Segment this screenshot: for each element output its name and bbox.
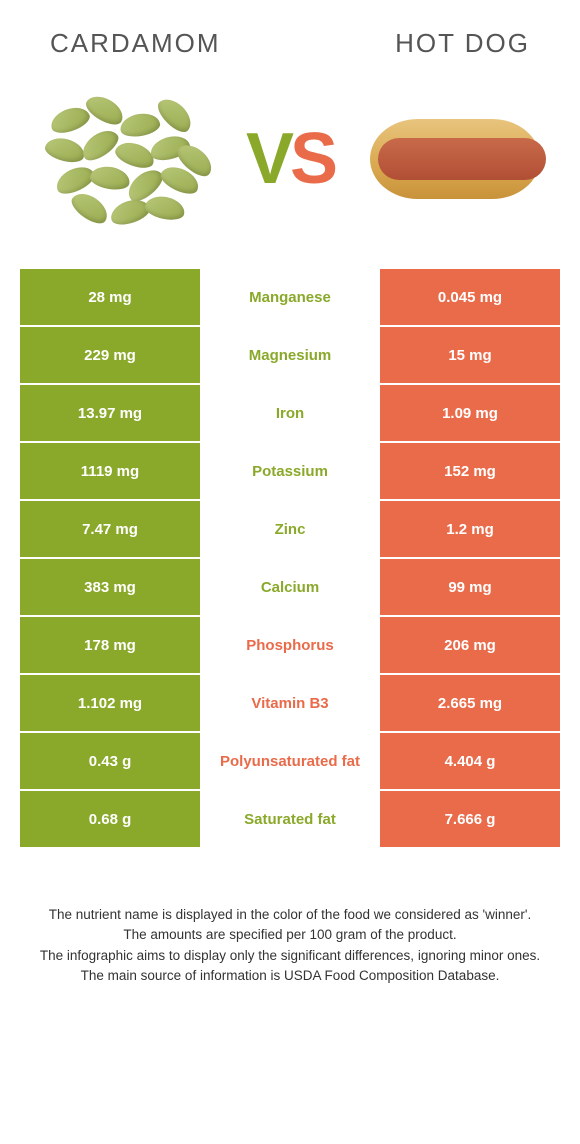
footer-line: The nutrient name is displayed in the co…	[30, 905, 550, 925]
nutrient-row: 13.97 mgIron1.09 mg	[20, 385, 560, 441]
nutrient-row: 178 mgPhosphorus206 mg	[20, 617, 560, 673]
footer-line: The amounts are specified per 100 gram o…	[30, 925, 550, 945]
value-left: 7.47 mg	[20, 501, 200, 557]
value-right: 15 mg	[380, 327, 560, 383]
nutrient-label: Potassium	[200, 443, 380, 499]
nutrient-table: 28 mgManganese0.045 mg229 mgMagnesium15 …	[0, 269, 580, 849]
value-left: 178 mg	[20, 617, 200, 673]
vs-label: VS	[246, 118, 334, 200]
nutrient-row: 28 mgManganese0.045 mg	[20, 269, 560, 325]
value-left: 1.102 mg	[20, 675, 200, 731]
value-right: 99 mg	[380, 559, 560, 615]
nutrient-row: 7.47 mgZinc1.2 mg	[20, 501, 560, 557]
value-left: 28 mg	[20, 269, 200, 325]
nutrient-row: 1119 mgPotassium152 mg	[20, 443, 560, 499]
nutrient-row: 0.43 gPolyunsaturated fat4.404 g	[20, 733, 560, 789]
footer-line: The infographic aims to display only the…	[30, 946, 550, 966]
header: CARDAMOM HOT DOG	[0, 0, 580, 69]
vs-s: S	[290, 119, 334, 199]
value-right: 152 mg	[380, 443, 560, 499]
value-left: 0.68 g	[20, 791, 200, 847]
value-left: 229 mg	[20, 327, 200, 383]
value-left: 383 mg	[20, 559, 200, 615]
nutrient-label: Vitamin B3	[200, 675, 380, 731]
nutrient-label: Phosphorus	[200, 617, 380, 673]
value-right: 206 mg	[380, 617, 560, 673]
image-hotdog	[370, 79, 540, 239]
nutrient-label: Zinc	[200, 501, 380, 557]
footer: The nutrient name is displayed in the co…	[0, 849, 580, 986]
value-right: 1.2 mg	[380, 501, 560, 557]
nutrient-row: 383 mgCalcium99 mg	[20, 559, 560, 615]
nutrient-label: Manganese	[200, 269, 380, 325]
value-left: 13.97 mg	[20, 385, 200, 441]
title-left: CARDAMOM	[50, 28, 221, 59]
vs-v: V	[246, 119, 290, 199]
nutrient-row: 0.68 gSaturated fat7.666 g	[20, 791, 560, 847]
value-right: 1.09 mg	[380, 385, 560, 441]
title-right: HOT DOG	[395, 28, 530, 59]
nutrient-row: 229 mgMagnesium15 mg	[20, 327, 560, 383]
value-right: 2.665 mg	[380, 675, 560, 731]
nutrient-label: Saturated fat	[200, 791, 380, 847]
nutrient-label: Magnesium	[200, 327, 380, 383]
value-left: 0.43 g	[20, 733, 200, 789]
value-left: 1119 mg	[20, 443, 200, 499]
value-right: 7.666 g	[380, 791, 560, 847]
footer-line: The main source of information is USDA F…	[30, 966, 550, 986]
nutrient-row: 1.102 mgVitamin B32.665 mg	[20, 675, 560, 731]
hero: VS	[0, 69, 580, 269]
image-cardamom	[40, 79, 210, 239]
value-right: 0.045 mg	[380, 269, 560, 325]
nutrient-label: Iron	[200, 385, 380, 441]
nutrient-label: Calcium	[200, 559, 380, 615]
value-right: 4.404 g	[380, 733, 560, 789]
nutrient-label: Polyunsaturated fat	[200, 733, 380, 789]
